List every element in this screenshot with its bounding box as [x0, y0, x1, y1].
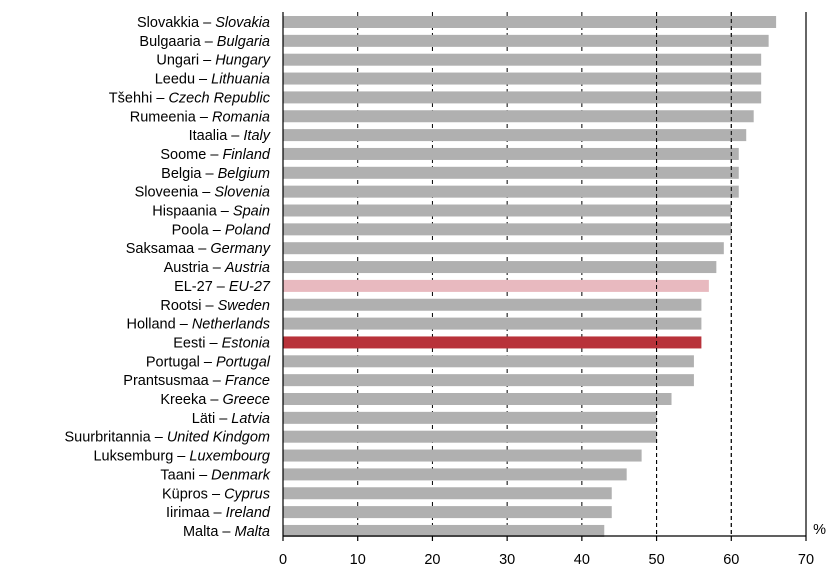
x-tick-label: 60	[723, 552, 739, 568]
category-label: Rootsi – Sweden	[160, 298, 270, 314]
x-tick-label: 20	[424, 552, 440, 568]
x-tick-label: 0	[279, 552, 287, 568]
category-label: Slovakkia – Slovakia	[137, 15, 270, 31]
category-label: Eesti – Estonia	[173, 335, 270, 351]
bars	[283, 16, 777, 537]
bar	[283, 374, 694, 387]
bar	[283, 487, 612, 500]
bar	[283, 166, 739, 179]
category-label: Soome – Finland	[160, 147, 271, 163]
category-label: Leedu – Lithuania	[155, 72, 270, 88]
category-label: Küpros – Cyprus	[162, 486, 270, 502]
bar	[283, 317, 702, 330]
category-label: Luksemburg – Luxembourg	[93, 449, 270, 465]
bar	[283, 53, 762, 66]
x-tick-label: 30	[499, 552, 515, 568]
bar	[283, 204, 732, 217]
bar	[283, 449, 642, 462]
x-tick-label: 70	[798, 552, 814, 568]
bar	[283, 223, 732, 236]
bar	[283, 506, 612, 519]
bar	[283, 147, 739, 160]
category-label: Taani – Denmark	[160, 467, 270, 483]
bar	[283, 91, 762, 104]
category-label: Belgia – Belgium	[161, 166, 270, 182]
category-label: Iirimaa – Ireland	[166, 505, 271, 521]
bar	[283, 468, 627, 481]
category-label: Austria – Austria	[164, 260, 270, 276]
category-label: Kreeka – Greece	[160, 392, 270, 408]
bar	[283, 355, 694, 368]
x-tick-label: 10	[350, 552, 366, 568]
bar	[283, 110, 754, 123]
category-label: Itaalia – Italy	[189, 128, 271, 144]
bar	[283, 16, 777, 28]
x-tick-label: 50	[649, 552, 665, 568]
category-labels: Slovakkia – Slovakia Bulgaaria – Bulgaria…	[64, 15, 270, 540]
bar	[283, 393, 672, 405]
bar	[283, 34, 769, 47]
category-label: Rumeenia – Romania	[130, 109, 270, 125]
bar	[283, 279, 709, 292]
category-label: Läti – Latvia	[192, 411, 270, 427]
category-label: Hispaania – Spain	[152, 204, 270, 220]
axes: 0 10 20 30 40 50 60 70	[279, 12, 814, 568]
category-label: Prantsusmaa – France	[123, 373, 270, 389]
bar	[283, 430, 657, 443]
unit-label: %	[813, 522, 826, 538]
bar	[283, 524, 605, 537]
bar	[283, 298, 702, 311]
bar	[283, 336, 702, 349]
category-label: Tšehhi – Czech Republic	[109, 90, 271, 106]
bar	[283, 261, 717, 274]
category-label: Holland – Netherlands	[127, 317, 270, 333]
category-label: Suurbritannia – United Kindgom	[64, 430, 270, 446]
bar	[283, 129, 747, 142]
category-label: Bulgaaria – Bulgaria	[139, 34, 270, 50]
bar	[283, 411, 657, 424]
x-tick-label: 40	[574, 552, 590, 568]
category-label: Poola – Poland	[172, 222, 271, 238]
category-label: Saksamaa – Germany	[126, 241, 271, 257]
category-label: EL-27 – EU-27	[174, 279, 271, 295]
category-label: Sloveenia – Slovenia	[135, 185, 270, 201]
category-label: Portugal – Portugal	[146, 354, 271, 370]
bar	[283, 72, 762, 85]
bar	[283, 185, 739, 198]
bar	[283, 242, 724, 255]
category-label: Malta – Malta	[183, 524, 270, 540]
category-label: Ungari – Hungary	[156, 53, 270, 69]
